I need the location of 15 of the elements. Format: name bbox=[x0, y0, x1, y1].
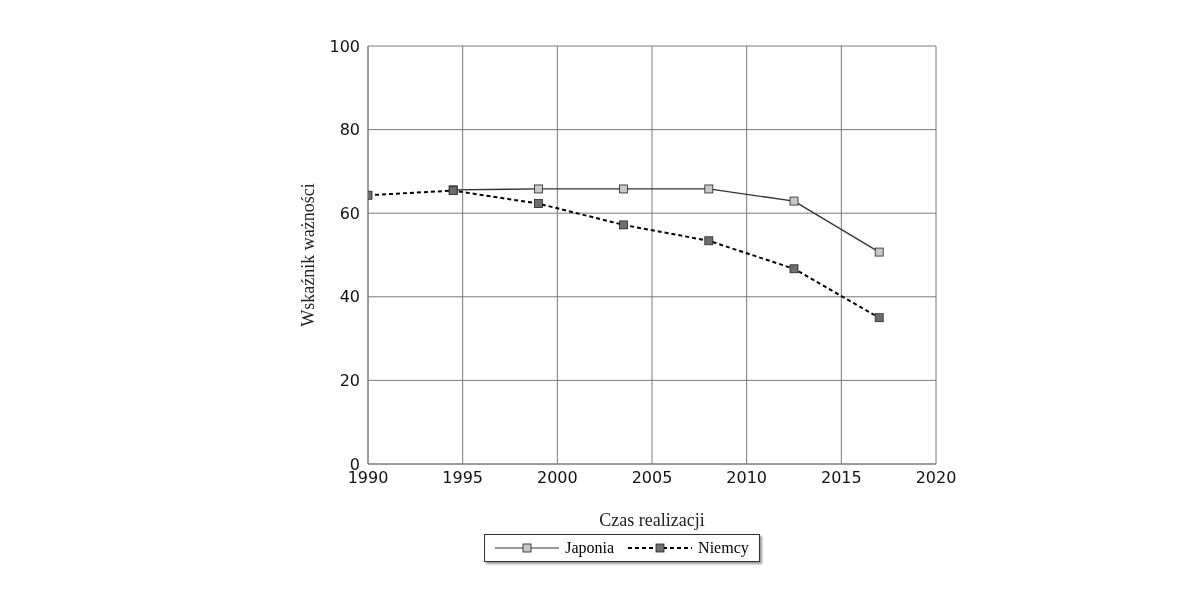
y-tick-label: 80 bbox=[339, 120, 360, 140]
x-tick-label: 2015 bbox=[820, 468, 862, 488]
y-tick-label: 20 bbox=[339, 371, 360, 391]
x-tick-label: 2020 bbox=[915, 468, 957, 488]
x-tick-label: 1995 bbox=[442, 468, 484, 488]
y-tick-label: 40 bbox=[339, 287, 360, 307]
y-axis-title: Wskaźnik ważności bbox=[298, 183, 319, 327]
x-axis-title: Czas realizacji bbox=[599, 510, 705, 530]
x-tick-label: 2010 bbox=[726, 468, 768, 488]
legend-label: Japonia bbox=[565, 539, 615, 557]
x-tick-label: 2005 bbox=[631, 468, 673, 488]
x-tick-label: 2000 bbox=[536, 468, 578, 488]
y-tick-label: 100 bbox=[329, 36, 360, 56]
legend-label: Niemcy bbox=[698, 539, 749, 557]
y-tick-label: 60 bbox=[339, 203, 360, 223]
